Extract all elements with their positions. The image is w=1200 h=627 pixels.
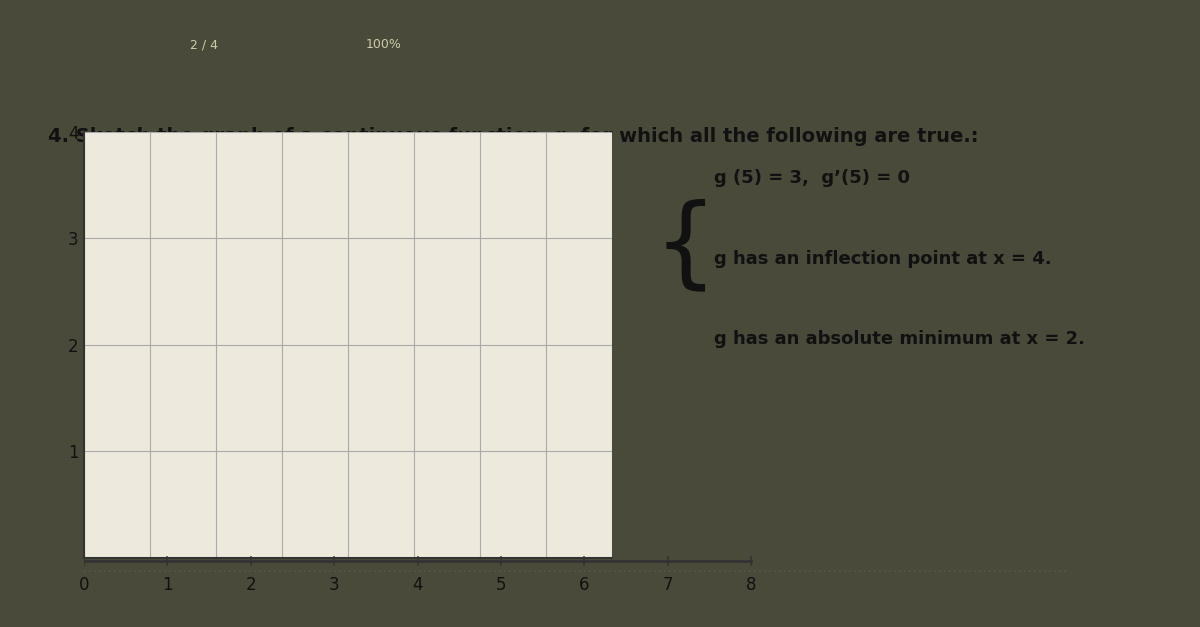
Text: 2: 2	[246, 576, 256, 594]
Text: 8: 8	[746, 576, 756, 594]
Text: g has an absolute minimum at x = 2.: g has an absolute minimum at x = 2.	[714, 330, 1085, 349]
Text: 6: 6	[580, 576, 589, 594]
Text: 2 / 4: 2 / 4	[190, 38, 218, 51]
Text: 3: 3	[329, 576, 340, 594]
Text: 4. Sketch the graph of a continuous function  g  for which all the following are: 4. Sketch the graph of a continuous func…	[48, 127, 978, 147]
Text: 7: 7	[662, 576, 673, 594]
Text: 0: 0	[79, 576, 89, 594]
Text: 1: 1	[162, 576, 173, 594]
Text: g has an inflection point at x = 4.: g has an inflection point at x = 4.	[714, 250, 1051, 268]
Text: 4: 4	[413, 576, 422, 594]
Text: 100%: 100%	[366, 38, 402, 51]
Text: {: {	[654, 199, 718, 295]
Text: g (5) = 3,  g’(5) = 0: g (5) = 3, g’(5) = 0	[714, 169, 910, 187]
Text: 5: 5	[496, 576, 506, 594]
